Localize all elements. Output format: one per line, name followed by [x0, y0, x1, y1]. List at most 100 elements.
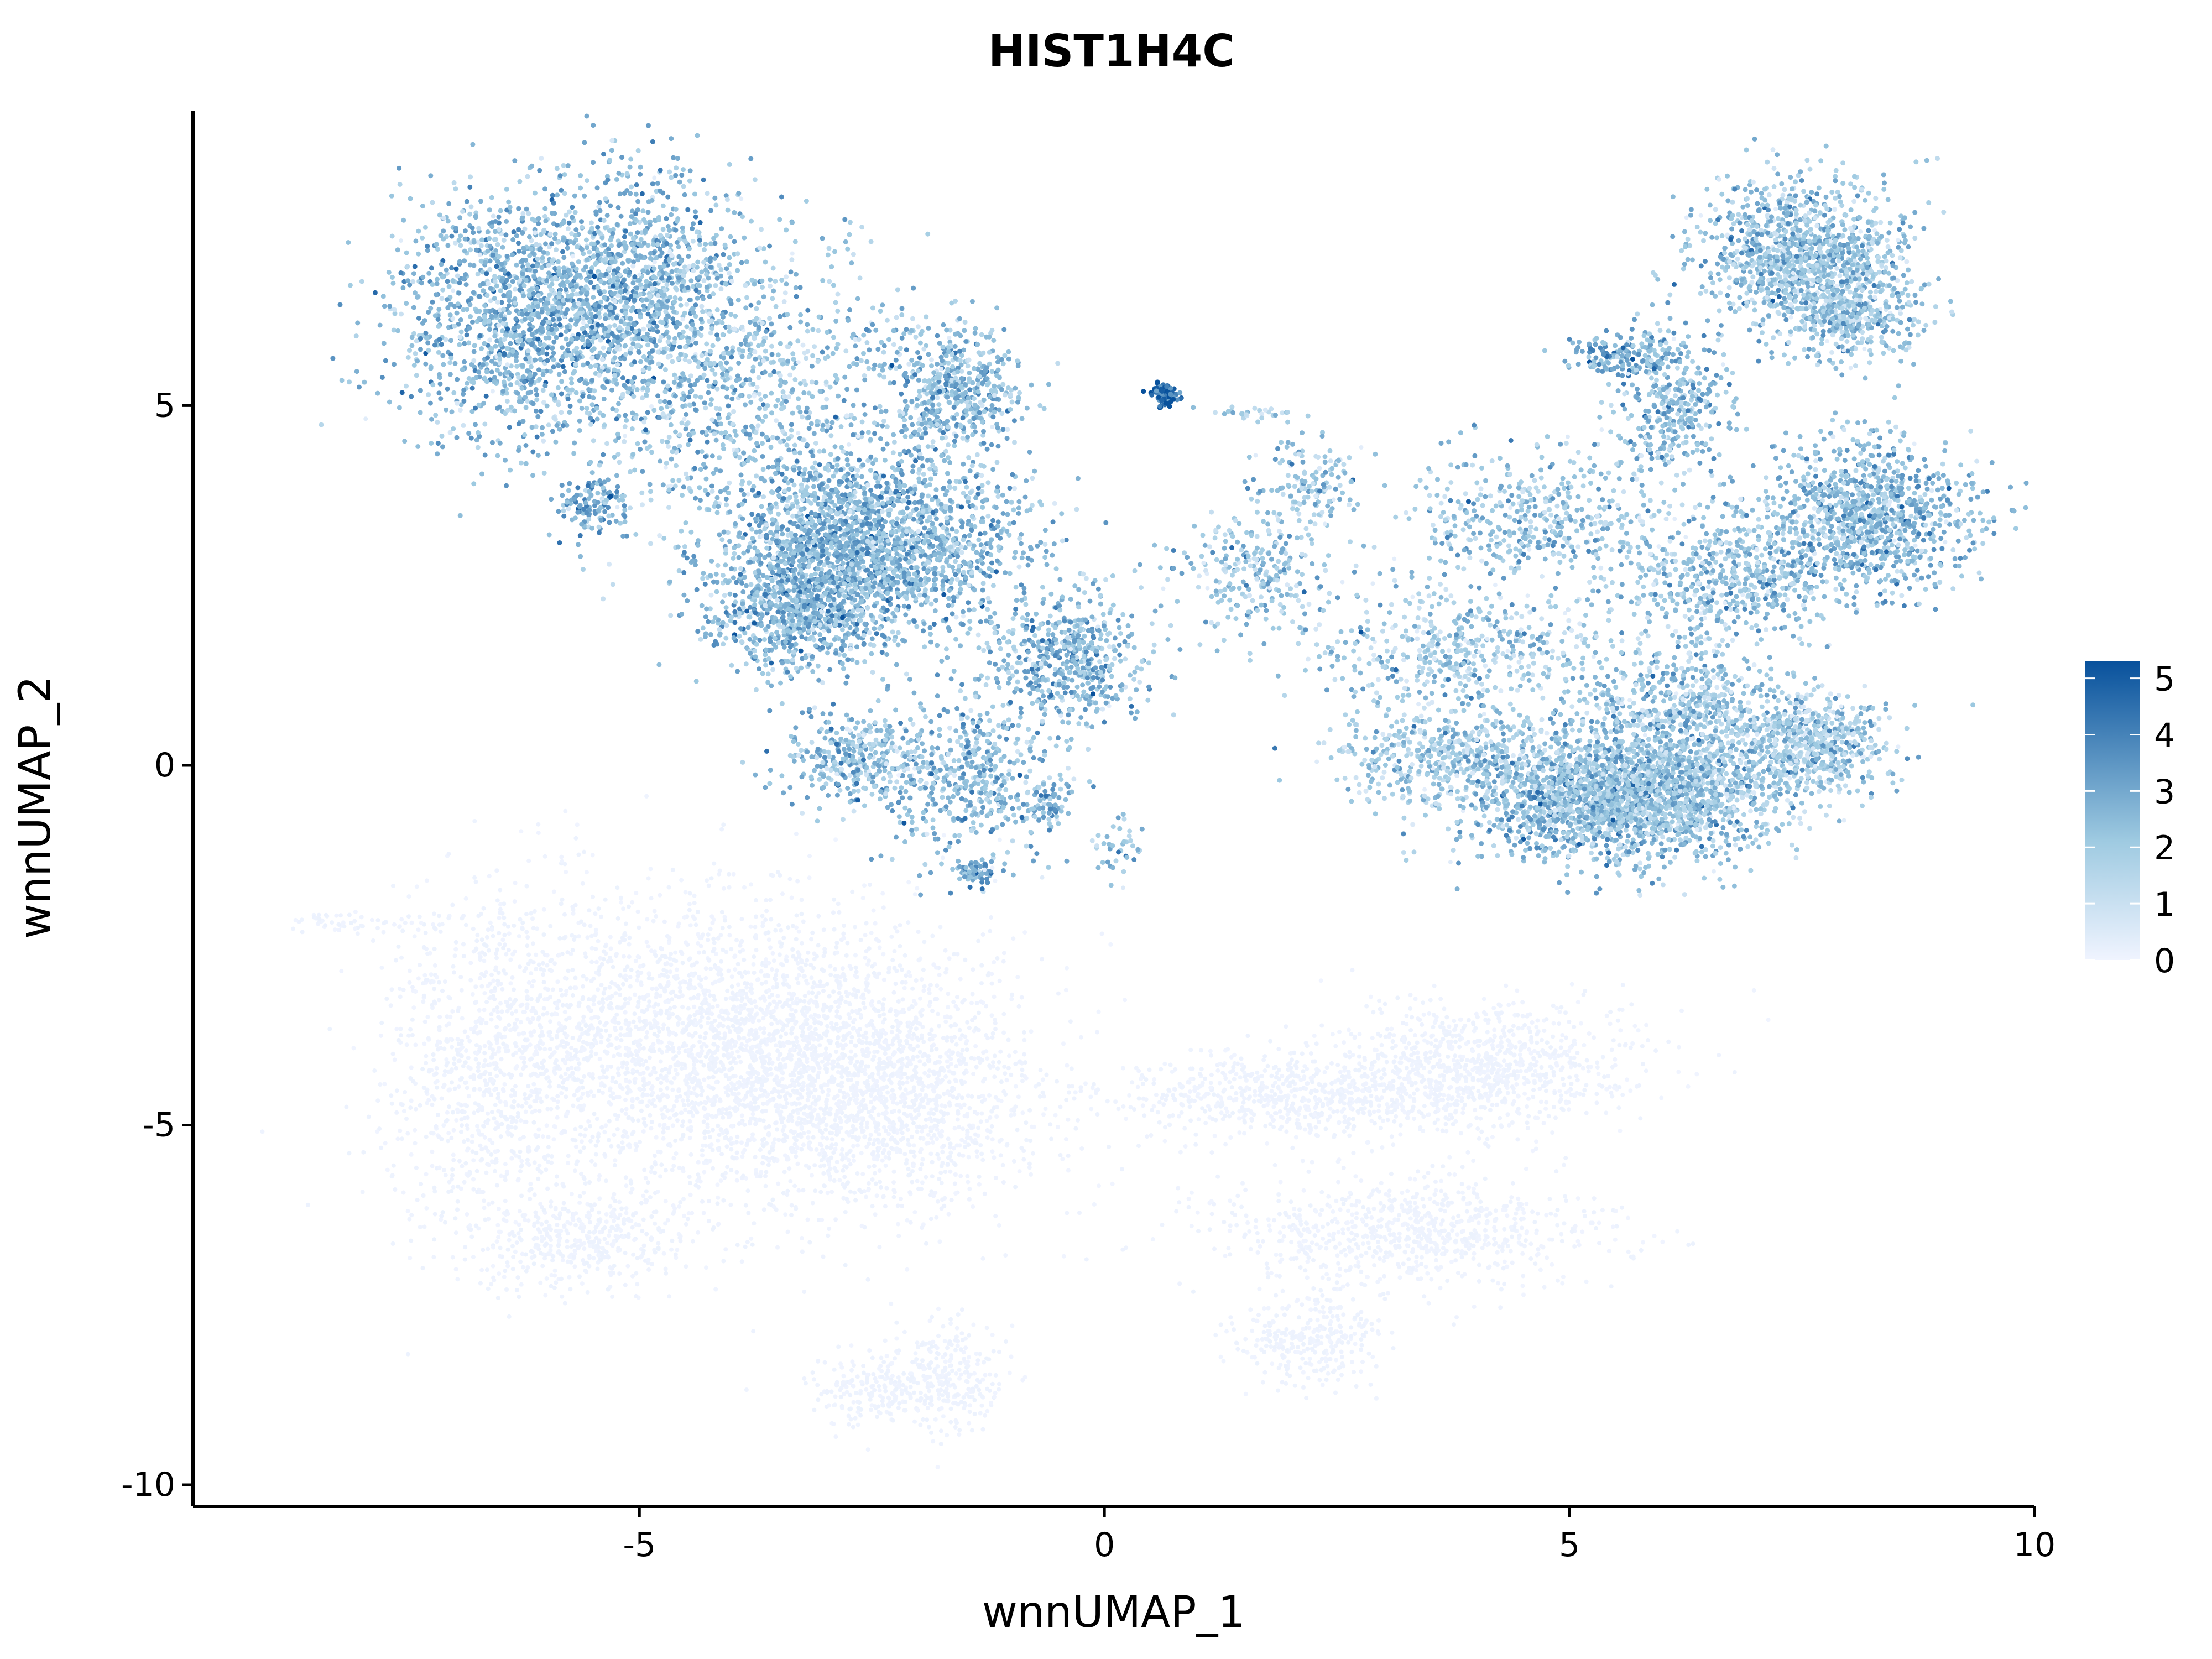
- data-point: [649, 450, 654, 455]
- data-point: [487, 236, 492, 241]
- data-point: [565, 226, 571, 232]
- data-point: [669, 136, 674, 142]
- data-point: [740, 381, 746, 387]
- data-point: [473, 405, 478, 411]
- data-point: [596, 524, 602, 530]
- data-point: [888, 566, 893, 571]
- data-point: [491, 252, 495, 258]
- data-point: [516, 324, 521, 330]
- data-point: [597, 291, 603, 296]
- data-point: [900, 533, 905, 538]
- data-point: [622, 295, 627, 301]
- data-point: [531, 274, 537, 280]
- data-point: [435, 247, 440, 252]
- data-point: [622, 383, 627, 388]
- data-point: [651, 274, 656, 279]
- data-point: [542, 383, 548, 388]
- data-point: [466, 431, 472, 436]
- data-point: [702, 488, 708, 493]
- data-point: [423, 330, 429, 336]
- data-point: [637, 272, 642, 277]
- data-point: [576, 301, 581, 306]
- data-point: [842, 497, 847, 502]
- data-point: [697, 237, 702, 243]
- data-point: [738, 472, 744, 478]
- data-point: [507, 294, 512, 299]
- data-point: [690, 226, 695, 231]
- data-point: [547, 293, 552, 298]
- data-point: [419, 280, 424, 286]
- data-point: [607, 561, 612, 567]
- data-point: [685, 207, 691, 212]
- data-point: [427, 400, 433, 406]
- data-point: [922, 644, 927, 650]
- data-point: [553, 439, 559, 445]
- data-point: [763, 259, 768, 265]
- data-point: [770, 517, 775, 523]
- data-point: [471, 239, 477, 245]
- data-point: [805, 442, 810, 447]
- data-point: [749, 218, 754, 224]
- data-point: [507, 290, 513, 295]
- data-point: [543, 241, 548, 247]
- data-point: [426, 310, 431, 315]
- data-point: [585, 290, 590, 296]
- data-point: [692, 357, 698, 363]
- data-point: [766, 465, 771, 470]
- data-point: [629, 214, 634, 220]
- data-point: [701, 259, 706, 265]
- data-point: [720, 332, 726, 337]
- data-point: [660, 482, 666, 488]
- data-point: [840, 561, 846, 566]
- data-point: [801, 390, 807, 395]
- data-point: [921, 471, 926, 477]
- data-point: [457, 280, 462, 286]
- data-point: [497, 360, 503, 366]
- data-point: [549, 497, 554, 502]
- data-point: [504, 278, 509, 283]
- data-point: [547, 231, 553, 237]
- data-point: [628, 191, 633, 196]
- data-point: [716, 504, 721, 509]
- data-point: [708, 208, 714, 213]
- data-point: [811, 431, 817, 436]
- data-point: [669, 456, 674, 462]
- data-point: [780, 429, 785, 434]
- data-point: [680, 334, 685, 340]
- data-point: [489, 346, 494, 352]
- data-point: [827, 384, 833, 390]
- data-point: [477, 434, 482, 439]
- data-point: [632, 298, 637, 303]
- data-point: [645, 123, 651, 128]
- data-point: [718, 361, 723, 366]
- data-point: [445, 386, 450, 392]
- data-point: [527, 267, 533, 273]
- data-point: [794, 294, 799, 299]
- data-point: [756, 300, 761, 305]
- data-point: [482, 314, 487, 319]
- data-point: [711, 291, 716, 296]
- data-point: [819, 501, 825, 507]
- data-point: [504, 390, 509, 396]
- data-point: [932, 571, 937, 576]
- data-point: [592, 511, 598, 517]
- data-point: [565, 163, 571, 168]
- data-point: [661, 535, 667, 541]
- data-point: [721, 351, 726, 356]
- data-point: [791, 482, 797, 488]
- data-point: [851, 331, 856, 337]
- data-point: [691, 430, 696, 436]
- data-point: [487, 309, 493, 314]
- data-point: [462, 228, 468, 234]
- data-point: [464, 199, 469, 204]
- data-point: [429, 265, 434, 271]
- data-point: [527, 253, 533, 258]
- data-point: [579, 405, 585, 411]
- data-point: [736, 361, 742, 366]
- data-point: [559, 483, 565, 488]
- data-point: [889, 618, 895, 624]
- data-point: [873, 327, 879, 333]
- data-point: [727, 480, 732, 486]
- data-point: [666, 444, 671, 449]
- data-point: [692, 466, 697, 471]
